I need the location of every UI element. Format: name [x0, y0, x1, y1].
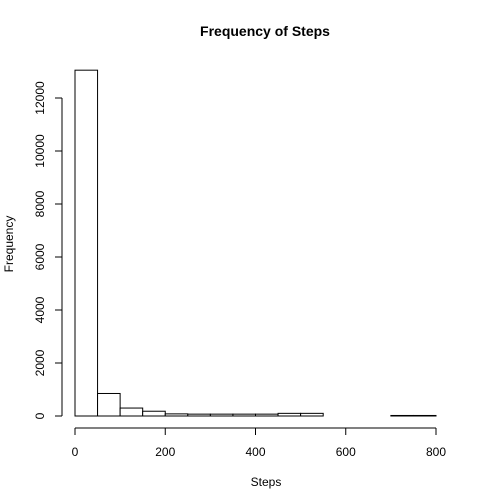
y-tick-label: 12000	[33, 81, 47, 115]
histogram-bar	[278, 413, 301, 416]
y-axis-label: Frequency	[2, 216, 16, 273]
histogram-bar	[256, 414, 279, 416]
y-tick-label: 4000	[33, 296, 47, 323]
histogram-bar	[413, 415, 436, 416]
histogram-bar	[98, 393, 121, 416]
x-axis-label: Steps	[251, 475, 282, 489]
x-tick-label: 400	[245, 445, 265, 459]
chart-title: Frequency of Steps	[200, 23, 330, 39]
bars-group	[75, 70, 436, 416]
histogram-bar	[120, 408, 143, 416]
y-tick-label: 6000	[33, 243, 47, 270]
histogram-bar	[165, 414, 188, 416]
histogram-bar	[210, 414, 233, 416]
y-tick-label: 8000	[33, 190, 47, 217]
y-tick-label: 10000	[33, 134, 47, 168]
x-tick-label: 600	[336, 445, 356, 459]
x-tick-label: 800	[426, 445, 446, 459]
histogram-bar	[143, 411, 166, 416]
histogram-bar	[233, 414, 256, 416]
y-axis: 0 2000 4000 6000 8000 10000 12000	[33, 81, 62, 419]
y-tick-label: 0	[33, 412, 47, 419]
histogram-bar	[301, 413, 324, 416]
histogram-bar	[391, 415, 414, 416]
histogram-bar	[75, 70, 98, 416]
x-tick-label: 0	[72, 445, 79, 459]
x-axis: 0 200 400 600 800	[72, 428, 447, 459]
y-tick-label: 2000	[33, 349, 47, 376]
histogram-bar	[188, 414, 211, 416]
x-tick-label: 200	[155, 445, 175, 459]
